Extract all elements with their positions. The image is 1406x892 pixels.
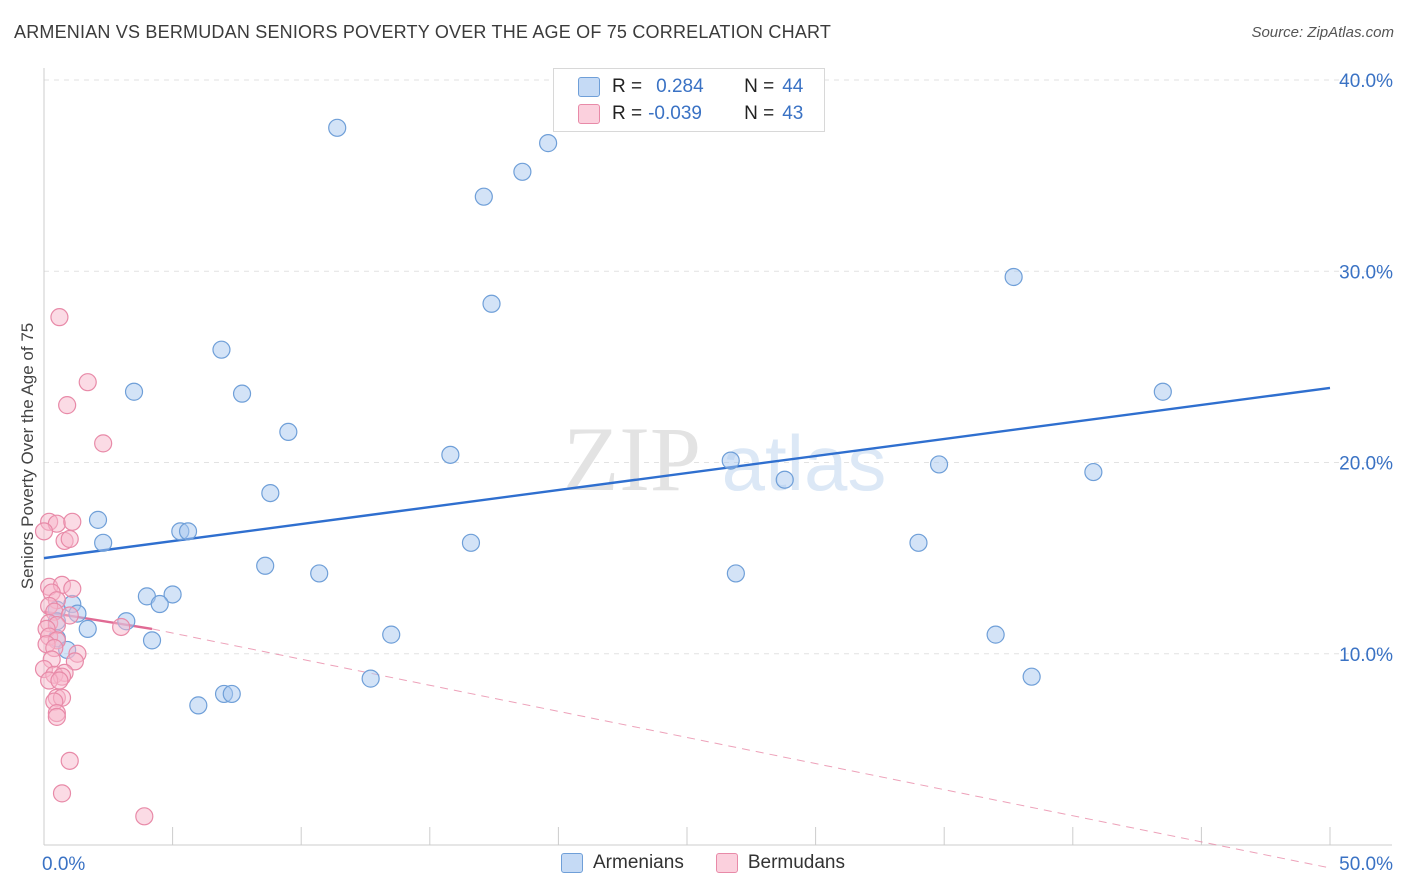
data-points (34, 118, 1172, 826)
point-armenians (1084, 462, 1103, 482)
source-label: Source: ZipAtlas.com (1251, 24, 1394, 41)
point-armenians (88, 510, 108, 529)
watermark-atlas: atlas (722, 419, 887, 507)
point-armenians (929, 455, 949, 474)
gridlines (44, 79, 1392, 655)
point-armenians (150, 594, 169, 614)
point-armenians (1153, 382, 1172, 401)
trend-extension-bermudans (151, 628, 1331, 869)
stats-legend: R = 0.284 N = 44 R = -0.039 N = 43 (553, 68, 825, 132)
legend-r-label: R = (612, 76, 643, 97)
point-armenians (279, 422, 298, 441)
legend-swatch-bermudans (715, 853, 738, 873)
legend-n-label: N = (744, 103, 775, 124)
tick-labels: 10.0% 20.0% 30.0% 40.0% 0.0% 50.0% (42, 71, 1393, 875)
point-armenians (361, 669, 380, 688)
point-armenians (1004, 267, 1023, 287)
point-armenians (721, 451, 740, 470)
watermark-zip: ZIP (563, 408, 701, 510)
point-armenians (124, 382, 144, 401)
legend-row-bermudans: R = -0.039 N = 43 (578, 102, 803, 126)
point-armenians (142, 631, 162, 650)
point-bermudans (52, 784, 72, 803)
point-bermudans (135, 807, 154, 826)
point-bermudans (63, 512, 82, 531)
axes (43, 68, 1392, 846)
point-bermudans (58, 396, 77, 415)
point-armenians (256, 556, 275, 575)
point-armenians (909, 533, 928, 552)
legend-item-armenians: Armenians (561, 852, 684, 874)
point-bermudans (60, 529, 79, 549)
legend-label-bermudans: Bermudans (747, 852, 845, 873)
legend-n-value: 44 (782, 76, 804, 97)
point-armenians (539, 134, 558, 153)
trend-line-armenians (43, 386, 1331, 560)
legend-r-value: 0.284 (656, 76, 704, 97)
point-armenians (178, 522, 198, 541)
point-armenians (441, 445, 460, 464)
x-tick-label: 50.0% (1339, 854, 1393, 875)
y-tick-label: 10.0% (1339, 645, 1393, 666)
point-bermudans (112, 617, 131, 637)
point-armenians (232, 384, 252, 403)
point-armenians (222, 684, 241, 704)
legend-row-armenians: R = 0.284 N = 44 (578, 75, 803, 99)
point-armenians (212, 340, 231, 359)
point-bermudans (94, 434, 113, 453)
point-bermudans (60, 606, 79, 625)
point-armenians (474, 187, 493, 206)
legend-swatch-bermudans (578, 104, 600, 124)
series-legend: Armenians Bermudans (0, 852, 1406, 874)
point-armenians (461, 533, 481, 552)
y-tick-label: 30.0% (1339, 262, 1393, 283)
point-armenians (310, 564, 329, 583)
point-armenians (328, 118, 347, 137)
legend-n-value: 43 (782, 103, 804, 124)
point-armenians (261, 484, 280, 503)
point-bermudans (34, 522, 54, 541)
y-tick-label: 20.0% (1339, 454, 1393, 475)
point-armenians (1022, 667, 1041, 686)
point-armenians (986, 625, 1005, 644)
point-armenians (189, 696, 208, 715)
point-bermudans (50, 308, 69, 327)
legend-r-value: -0.039 (648, 103, 702, 124)
point-armenians (513, 162, 532, 181)
x-tick-label: 0.0% (42, 854, 85, 875)
point-armenians (163, 585, 182, 604)
point-bermudans (50, 671, 69, 690)
point-bermudans (63, 579, 82, 598)
point-bermudans (65, 652, 84, 671)
point-armenians (78, 619, 97, 638)
y-tick-label: 40.0% (1339, 71, 1393, 92)
legend-item-bermudans: Bermudans (715, 852, 845, 874)
legend-n-label: N = (744, 76, 775, 97)
point-armenians (94, 533, 113, 552)
point-armenians (482, 294, 501, 313)
point-armenians (775, 470, 794, 489)
point-bermudans (60, 751, 79, 770)
point-bermudans (78, 373, 97, 392)
legend-swatch-armenians (561, 853, 583, 873)
point-armenians (382, 625, 401, 644)
point-bermudans (47, 707, 66, 726)
chart-title: ARMENIAN VS BERMUDAN SENIORS POVERTY OVE… (14, 22, 832, 42)
watermark: ZIP atlas (563, 408, 886, 510)
legend-swatch-armenians (578, 77, 600, 97)
legend-r-label: R = (612, 103, 643, 124)
legend-label-armenians: Armenians (593, 852, 684, 873)
point-armenians (726, 564, 745, 583)
